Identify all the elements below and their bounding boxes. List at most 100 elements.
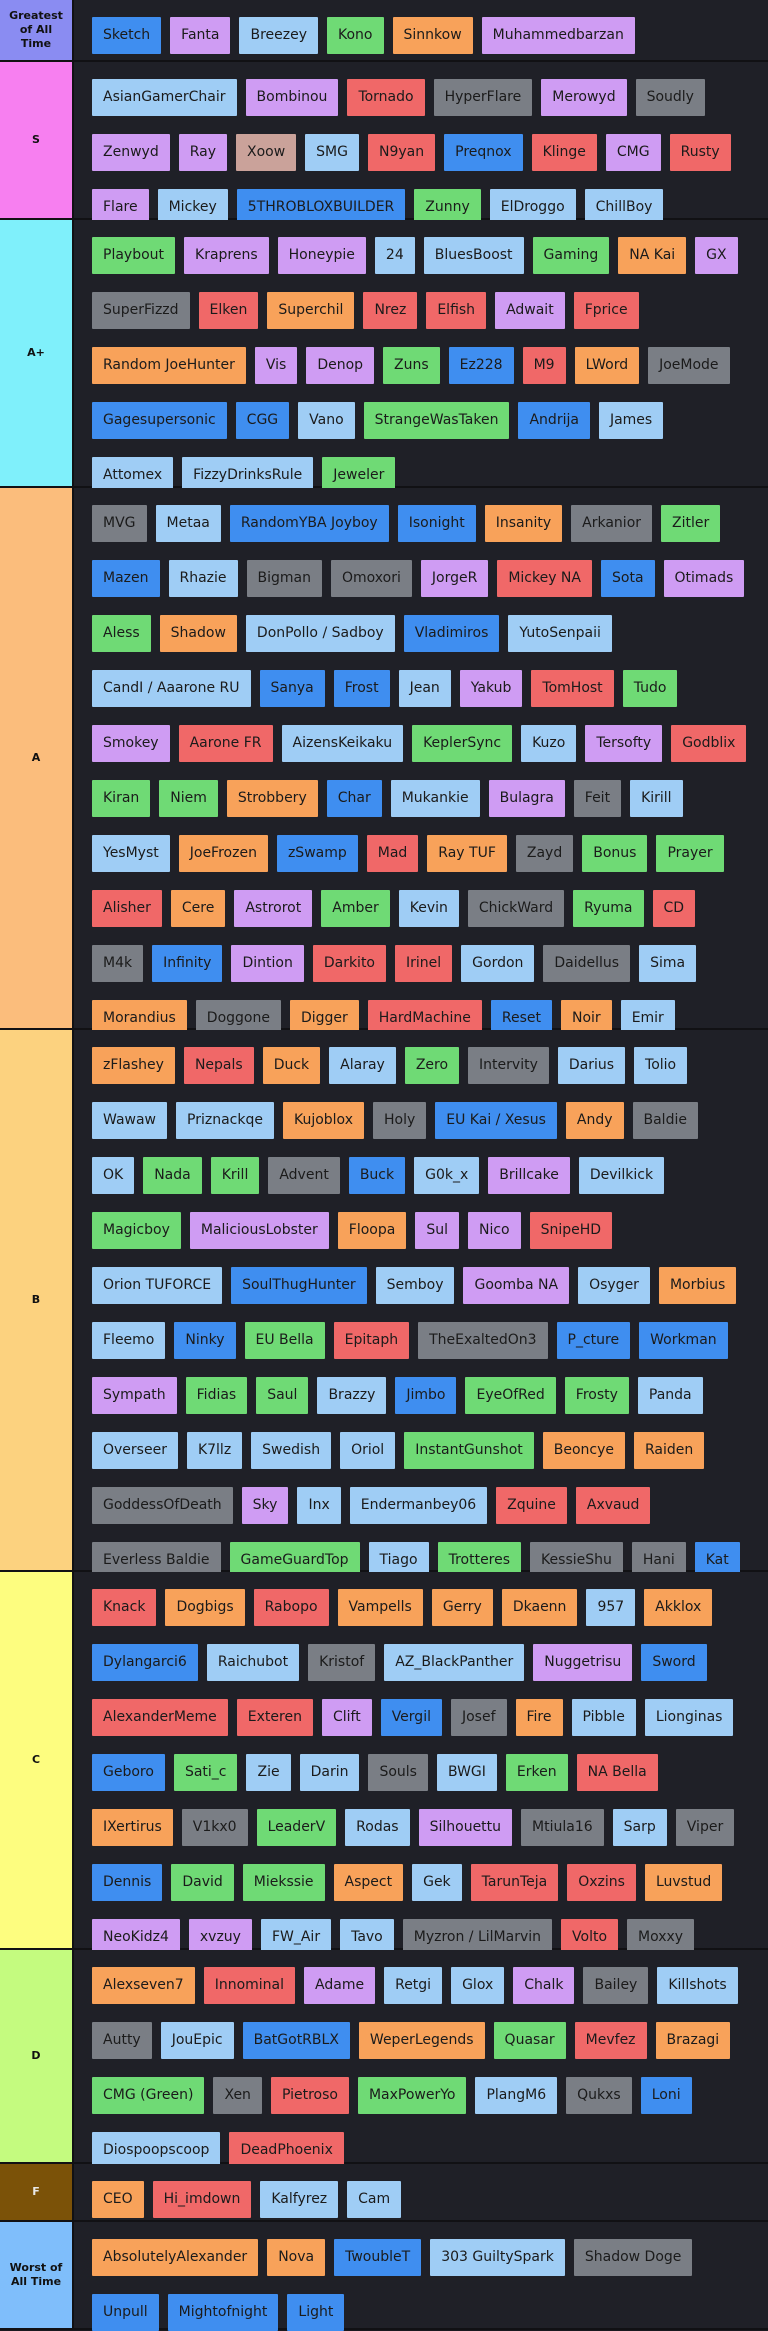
tier-item[interactable]: Josef bbox=[450, 1699, 507, 1736]
tier-item[interactable]: Inx bbox=[297, 1487, 341, 1524]
tier-item[interactable]: Bonus bbox=[582, 835, 648, 872]
tier-item[interactable]: SoulThugHunter bbox=[231, 1267, 367, 1304]
tier-item[interactable]: Vladimiros bbox=[403, 615, 500, 652]
tier-item[interactable]: Advent bbox=[268, 1157, 340, 1194]
tier-item[interactable]: Osyger bbox=[578, 1267, 650, 1304]
tier-item[interactable]: StrangeWasTaken bbox=[363, 402, 510, 439]
tier-item[interactable]: Fleemo bbox=[92, 1322, 166, 1359]
tier-item[interactable]: Qukxs bbox=[566, 2077, 632, 2114]
tier-item[interactable]: Orion TUFORCE bbox=[92, 1267, 223, 1304]
tier-item[interactable]: Souls bbox=[368, 1754, 428, 1791]
tier-item[interactable]: Sota bbox=[601, 560, 655, 597]
tier-item[interactable]: Kraprens bbox=[184, 237, 269, 274]
tier-item[interactable]: EU Kai / Xesus bbox=[435, 1102, 557, 1139]
tier-item[interactable]: Frosty bbox=[564, 1377, 629, 1414]
tier-item[interactable]: Attomex bbox=[92, 457, 174, 494]
tier-item[interactable]: Soudly bbox=[635, 79, 705, 116]
tier-item[interactable]: Mad bbox=[366, 835, 419, 872]
tier-item[interactable]: Vano bbox=[298, 402, 355, 439]
tier-item[interactable]: Autty bbox=[92, 2022, 152, 2059]
tier-item[interactable]: Unpull bbox=[92, 2294, 159, 2331]
tier-item[interactable]: MVG bbox=[92, 505, 147, 542]
tier-item[interactable]: G0k_x bbox=[414, 1157, 480, 1194]
tier-item[interactable]: 303 GuiltySpark bbox=[430, 2239, 565, 2276]
tier-item[interactable]: Darin bbox=[299, 1754, 360, 1791]
tier-item[interactable]: K7llz bbox=[186, 1432, 243, 1469]
tier-item[interactable]: Fidias bbox=[185, 1377, 248, 1414]
tier-item[interactable]: Jimbo bbox=[395, 1377, 457, 1414]
tier-item[interactable]: Vampells bbox=[337, 1589, 423, 1626]
tier-item[interactable]: Fprice bbox=[573, 292, 639, 329]
tier-item[interactable]: OK bbox=[92, 1157, 135, 1194]
tier-item[interactable]: Muhammedbarzan bbox=[481, 17, 635, 54]
tier-item[interactable]: Flare bbox=[92, 189, 149, 226]
tier-item[interactable]: Geboro bbox=[92, 1754, 165, 1791]
tier-item[interactable]: Swedish bbox=[251, 1432, 332, 1469]
tier-item[interactable]: Knack bbox=[92, 1589, 157, 1626]
tier-item[interactable]: TheExaltedOn3 bbox=[418, 1322, 548, 1359]
tier-item[interactable]: AbsolutelyAlexander bbox=[92, 2239, 259, 2276]
tier-item[interactable]: GX bbox=[695, 237, 738, 274]
tier-item[interactable]: DeadPhoenix bbox=[229, 2132, 344, 2169]
tier-item[interactable]: Mtiula16 bbox=[521, 1809, 604, 1846]
tier-item[interactable]: Nova bbox=[267, 2239, 326, 2276]
tier-item[interactable]: Arkanior bbox=[571, 505, 653, 542]
tier-item[interactable]: Tolio bbox=[634, 1047, 688, 1084]
tier-item[interactable]: TarunTeja bbox=[470, 1864, 559, 1901]
tier-item[interactable]: Daidellus bbox=[543, 945, 631, 982]
tier-item[interactable]: Raichubot bbox=[206, 1644, 300, 1681]
tier-item[interactable]: Merowyd bbox=[541, 79, 627, 116]
tier-item[interactable]: YutoSenpaii bbox=[508, 615, 612, 652]
tier-item[interactable]: Luvstud bbox=[644, 1864, 723, 1901]
tier-item[interactable]: Zquine bbox=[496, 1487, 567, 1524]
tier-item[interactable]: Floopa bbox=[337, 1212, 407, 1249]
tier-item[interactable]: Wawaw bbox=[92, 1102, 168, 1139]
tier-item[interactable]: Shadow Doge bbox=[573, 2239, 693, 2276]
tier-item[interactable]: CMG (Green) bbox=[92, 2077, 205, 2114]
tier-item[interactable]: Niem bbox=[159, 780, 218, 817]
tier-item[interactable]: Zunny bbox=[414, 189, 481, 226]
tier-item[interactable]: KeplerSync bbox=[412, 725, 513, 762]
tier-item[interactable]: IXertirus bbox=[92, 1809, 173, 1846]
tier-item[interactable]: Mukankie bbox=[390, 780, 480, 817]
tier-item[interactable]: Aless bbox=[92, 615, 151, 652]
tier-item[interactable]: Gerry bbox=[431, 1589, 493, 1626]
tier-item[interactable]: InstantGunshot bbox=[404, 1432, 534, 1469]
tier-item[interactable]: Exteren bbox=[236, 1699, 313, 1736]
tier-item[interactable]: EyeOfRed bbox=[465, 1377, 556, 1414]
tier-item[interactable]: Endermanbey06 bbox=[349, 1487, 488, 1524]
tier-item[interactable]: Shadow bbox=[159, 615, 237, 652]
tier-item[interactable]: Clift bbox=[321, 1699, 372, 1736]
tier-item[interactable]: Bombinou bbox=[245, 79, 339, 116]
tier-item[interactable]: Zie bbox=[246, 1754, 291, 1791]
tier-item[interactable]: David bbox=[171, 1864, 234, 1901]
tier-item[interactable]: Amber bbox=[321, 890, 390, 927]
tier-item[interactable]: Kevin bbox=[398, 890, 459, 927]
tier-item[interactable]: 24 bbox=[374, 237, 415, 274]
tier-item[interactable]: Erken bbox=[505, 1754, 568, 1791]
tier-item[interactable]: ChillBoy bbox=[584, 189, 664, 226]
tier-item[interactable]: zFlashey bbox=[92, 1047, 175, 1084]
tier-item[interactable]: Cam bbox=[347, 2181, 402, 2218]
tier-item[interactable]: Isonight bbox=[397, 505, 476, 542]
tier-item[interactable]: Superchil bbox=[267, 292, 355, 329]
tier-item[interactable]: Sati_c bbox=[173, 1754, 238, 1791]
tier-item[interactable]: LWord bbox=[574, 347, 640, 384]
tier-item[interactable]: Zayd bbox=[515, 835, 574, 872]
tier-item[interactable]: Moxxy bbox=[627, 1919, 695, 1956]
tier-item[interactable]: AlexanderMeme bbox=[92, 1699, 228, 1736]
tier-item[interactable]: Silhouettu bbox=[418, 1809, 513, 1846]
tier-item[interactable]: Volto bbox=[561, 1919, 619, 1956]
tier-item[interactable]: Tersofty bbox=[585, 725, 663, 762]
tier-item[interactable]: PlangM6 bbox=[475, 2077, 558, 2114]
tier-item[interactable]: Denop bbox=[306, 347, 375, 384]
tier-item[interactable]: Sketch bbox=[92, 17, 162, 54]
tier-item[interactable]: Axvaud bbox=[575, 1487, 651, 1524]
tier-item[interactable]: Nada bbox=[143, 1157, 202, 1194]
tier-item[interactable]: Kristof bbox=[308, 1644, 376, 1681]
tier-item[interactable]: Oriol bbox=[340, 1432, 396, 1469]
tier-item[interactable]: P_cture bbox=[556, 1322, 631, 1359]
tier-item[interactable]: TwoubleT bbox=[334, 2239, 422, 2276]
tier-item[interactable]: Sarp bbox=[612, 1809, 667, 1846]
tier-item[interactable]: Retgi bbox=[384, 1967, 443, 2004]
